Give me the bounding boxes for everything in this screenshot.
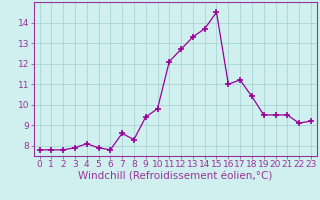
X-axis label: Windchill (Refroidissement éolien,°C): Windchill (Refroidissement éolien,°C) (78, 172, 272, 182)
